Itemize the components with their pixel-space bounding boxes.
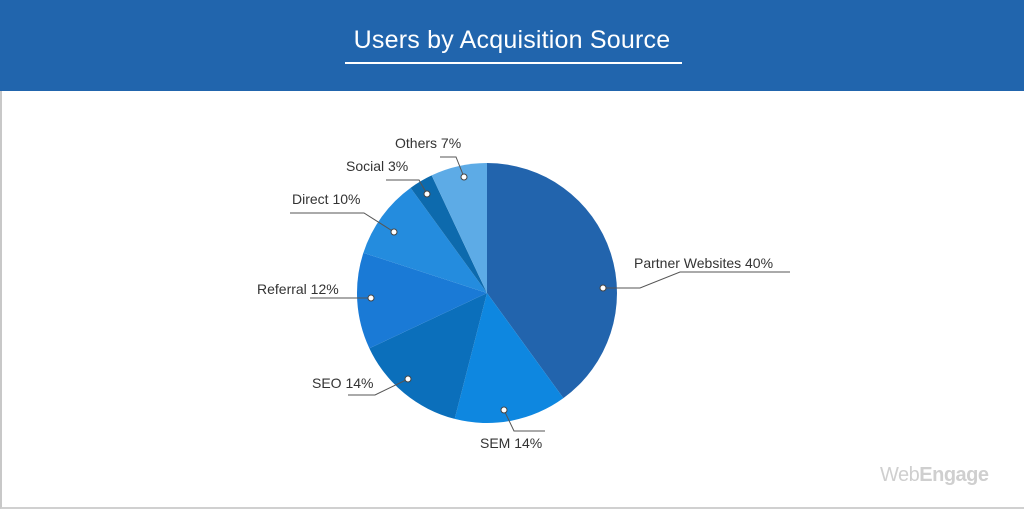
leader-dot — [423, 190, 431, 198]
leader-dot — [500, 406, 508, 414]
leader-lines — [290, 156, 790, 432]
leader-dot — [404, 375, 412, 383]
chart-title: Users by Acquisition Source — [353, 26, 671, 54]
pie-slice-social — [410, 175, 487, 293]
slice-label: Direct 10% — [292, 191, 360, 207]
leader-line — [290, 212, 395, 233]
slice-label: Others 7% — [395, 135, 461, 151]
slice-labels: Partner Websites 40% SEM 14% SEO 14% Referr… — [257, 135, 773, 451]
slice-label: Social 3% — [346, 158, 408, 174]
slice-label: Partner Websites 40% — [634, 255, 773, 271]
webengage-logo: WebEngage — [880, 464, 989, 487]
pie-slice-seo — [369, 293, 487, 419]
leader-dot — [367, 294, 375, 302]
slice-label: SEM 14% — [480, 435, 542, 451]
pie-slice-others — [431, 162, 487, 293]
leader-dot — [460, 173, 468, 181]
leader-dot — [390, 228, 398, 236]
pie-slice-sem — [454, 293, 564, 424]
slice-label: Referral 12% — [257, 281, 339, 297]
pie-slice-partner-websites — [487, 163, 617, 399]
leader-line — [603, 271, 790, 289]
brand-light: Web — [880, 464, 920, 486]
leader-dot — [599, 284, 607, 292]
leader-line — [386, 179, 428, 195]
title-underline — [345, 62, 682, 64]
leader-line — [503, 409, 545, 432]
brand-bold: Engage — [919, 464, 989, 486]
header-banner: Users by Acquisition Source — [0, 0, 1024, 91]
pie-slice-referral — [356, 252, 487, 349]
pie-slices — [356, 162, 617, 424]
leader-line — [348, 378, 409, 396]
slice-label: SEO 14% — [312, 375, 373, 391]
leader-line — [440, 156, 465, 178]
pie-slice-direct — [363, 187, 487, 293]
